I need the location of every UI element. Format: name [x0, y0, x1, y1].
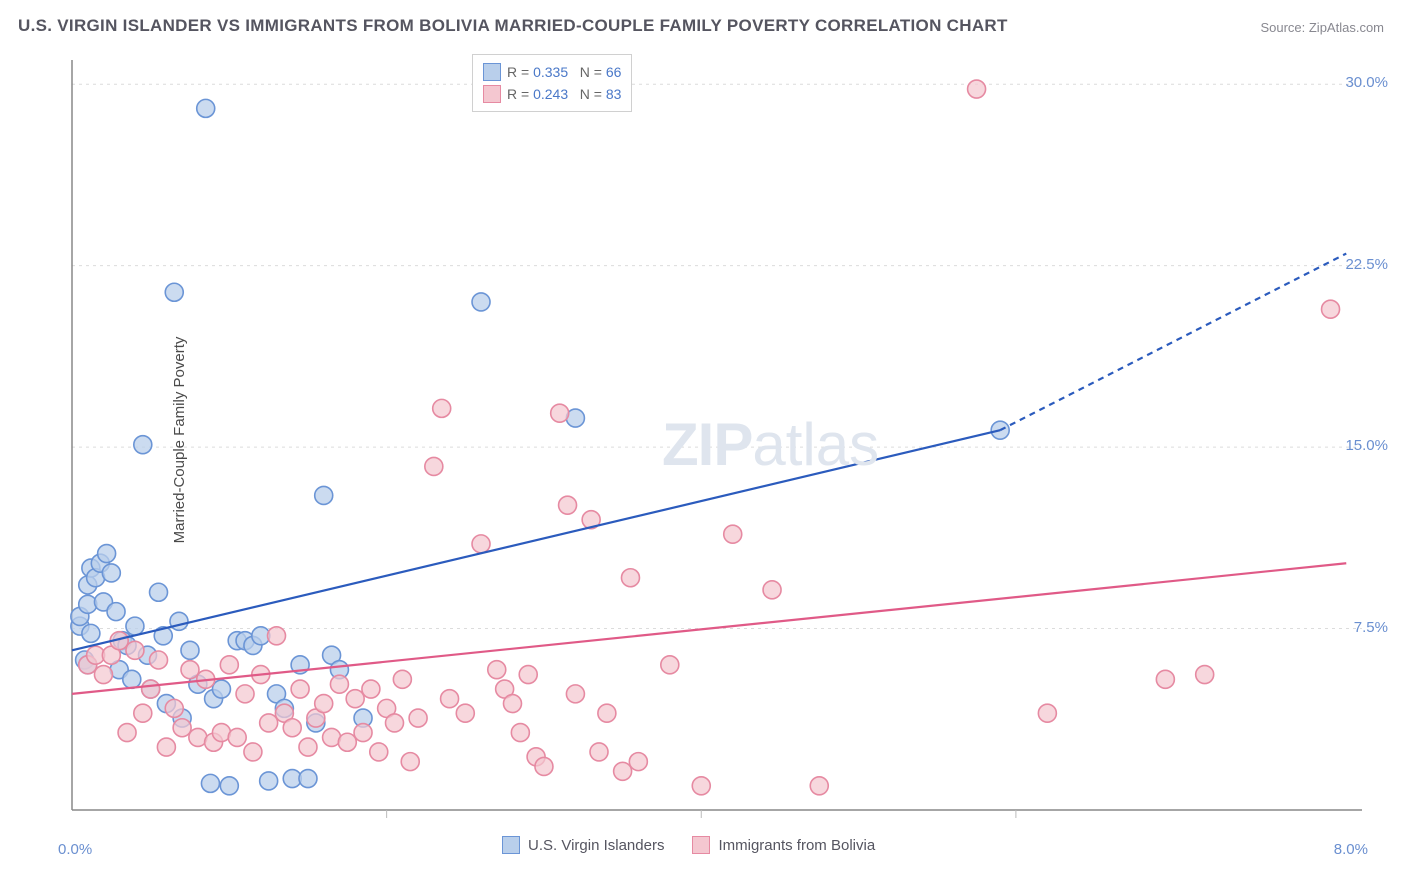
- legend-row: R = 0.335 N = 66: [483, 61, 621, 83]
- legend-swatch: [502, 836, 520, 854]
- legend-swatch: [483, 85, 501, 103]
- series-legend-label: Immigrants from Bolivia: [718, 837, 875, 854]
- y-tick-label: 30.0%: [1345, 74, 1388, 91]
- chart-title: U.S. VIRGIN ISLANDER VS IMMIGRANTS FROM …: [18, 16, 1008, 36]
- x-axis-max-label: 8.0%: [1334, 841, 1368, 858]
- y-tick-label: 7.5%: [1354, 619, 1388, 636]
- chart-area: ZIPatlas R = 0.335 N = 66 R = 0.243 N = …: [62, 50, 1386, 830]
- y-tick-label: 15.0%: [1345, 437, 1388, 454]
- y-tick-label: 22.5%: [1345, 256, 1388, 273]
- series-legend: U.S. Virgin Islanders Immigrants from Bol…: [502, 836, 875, 854]
- scatter-plot: [62, 50, 1386, 830]
- series-legend-item: U.S. Virgin Islanders: [502, 836, 664, 854]
- legend-row: R = 0.243 N = 83: [483, 83, 621, 105]
- correlation-legend: R = 0.335 N = 66 R = 0.243 N = 83: [472, 54, 632, 112]
- series-legend-item: Immigrants from Bolivia: [692, 836, 875, 854]
- legend-swatch: [483, 63, 501, 81]
- series-legend-label: U.S. Virgin Islanders: [528, 837, 664, 854]
- legend-text: R = 0.243 N = 83: [507, 86, 621, 102]
- y-axis-label: Married-Couple Family Poverty: [171, 337, 188, 544]
- chart-container: U.S. VIRGIN ISLANDER VS IMMIGRANTS FROM …: [0, 0, 1406, 892]
- source-attribution: Source: ZipAtlas.com: [1260, 20, 1384, 35]
- x-axis-min-label: 0.0%: [58, 841, 92, 858]
- legend-text: R = 0.335 N = 66: [507, 64, 621, 80]
- legend-swatch: [692, 836, 710, 854]
